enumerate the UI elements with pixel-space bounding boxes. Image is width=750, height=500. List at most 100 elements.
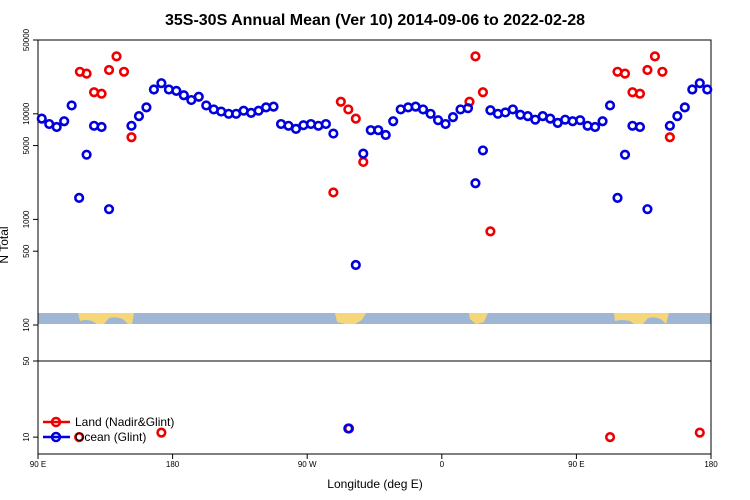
y-axis-lower: 10 50 — [22, 356, 38, 442]
x-axis-label: Longitude (deg E) — [327, 477, 422, 491]
land-point — [96, 88, 107, 99]
ocean-point — [36, 113, 47, 124]
land-point — [664, 132, 675, 143]
land-shape — [614, 313, 669, 324]
ocean-point — [126, 120, 137, 131]
land-ocean-band — [38, 313, 711, 324]
ocean-point — [268, 101, 279, 112]
ocean-point — [687, 84, 698, 95]
ocean-point — [507, 104, 518, 115]
land-shape — [78, 313, 134, 324]
x-tick-label: 90 E — [568, 460, 584, 469]
ocean-point — [290, 123, 302, 134]
ocean-point — [81, 149, 92, 160]
land-point — [103, 64, 115, 76]
land-point — [470, 51, 481, 62]
ocean-point — [619, 149, 631, 160]
land-point — [328, 187, 339, 198]
plot-frame — [37, 39, 712, 455]
ocean-point — [380, 129, 391, 141]
ocean-point — [664, 120, 675, 131]
ocean-point — [702, 84, 713, 95]
x-tick-label: 90 W — [298, 460, 317, 469]
land-point — [343, 104, 354, 115]
ocean-point — [156, 78, 167, 89]
ocean-point — [373, 125, 384, 136]
ocean-point — [597, 116, 608, 127]
land-point — [358, 156, 369, 168]
ocean-point — [350, 259, 361, 271]
y-tick-label: 50000 — [22, 28, 31, 51]
ocean-point — [103, 204, 115, 215]
land-shape — [335, 313, 366, 324]
ocean-point — [470, 178, 481, 189]
ocean-point — [178, 90, 189, 101]
ocean-point — [96, 121, 107, 133]
land-point — [335, 96, 346, 107]
land-point — [642, 64, 653, 76]
x-tick-label: 180 — [166, 460, 180, 469]
land-point — [118, 66, 130, 77]
land-point — [604, 432, 616, 443]
ocean-point — [328, 128, 339, 139]
y-tick-label: 10000 — [22, 102, 31, 125]
ocean-point — [320, 118, 331, 130]
legend-ocean-label: Ocean (Glint) — [75, 430, 146, 444]
chart-title: 35S-30S Annual Mean (Ver 10) 2014-09-06 … — [165, 12, 585, 29]
y-tick-label: 10 — [22, 432, 31, 441]
y-tick-label: 100 — [22, 318, 31, 332]
ocean-point — [545, 113, 556, 124]
x-tick-label: 0 — [440, 460, 445, 469]
land-point — [81, 68, 92, 79]
ocean-point — [477, 145, 489, 156]
land-point — [485, 226, 496, 237]
y-tick-label: 1000 — [22, 210, 31, 228]
ocean-point — [575, 115, 586, 126]
land-point — [634, 88, 646, 99]
y-tick-label: 500 — [22, 244, 31, 258]
legend-land-marker — [50, 416, 62, 428]
land-point — [126, 132, 137, 143]
land-point — [657, 66, 668, 77]
land-point — [111, 51, 122, 62]
x-tick-label: 90 E — [30, 460, 46, 469]
ocean-point — [612, 192, 623, 203]
ocean-point — [425, 108, 436, 119]
legend: Land (Nadir&Glint) Ocean (Glint) — [43, 415, 174, 444]
ocean-point — [432, 115, 444, 126]
ocean-point — [74, 192, 85, 203]
land-point — [156, 427, 167, 438]
ocean-point — [634, 121, 646, 133]
ocean-point — [694, 78, 705, 89]
ocean-point — [447, 112, 459, 123]
land-shape — [469, 313, 488, 324]
ocean-point — [59, 116, 70, 127]
ocean-point — [201, 100, 212, 111]
land-point — [649, 51, 661, 62]
ocean-point — [604, 100, 616, 111]
ocean-point — [462, 103, 474, 114]
ocean-point — [642, 204, 653, 215]
ocean-band — [38, 313, 711, 324]
ocean-point — [672, 111, 683, 122]
y-tick-label: 50 — [22, 356, 31, 365]
ocean-point — [51, 121, 62, 133]
ocean-point — [343, 423, 354, 434]
ocean-point — [171, 85, 182, 96]
land-point — [694, 427, 705, 438]
ocean-point — [148, 84, 160, 95]
y-axis-label: N Total — [0, 226, 11, 263]
axes — [37, 39, 712, 455]
y-axis-upper: 100 500 1000 5000 10000 50000 — [22, 28, 38, 332]
land-point — [74, 432, 85, 443]
x-axis: 90 E 180 90 W 0 90 E 180 — [30, 454, 718, 469]
ocean-point — [388, 116, 399, 127]
ocean-point — [133, 111, 145, 122]
ocean-point — [440, 118, 451, 130]
ocean-point — [358, 148, 369, 159]
ocean-point — [141, 102, 152, 113]
land-point — [477, 87, 489, 98]
y-tick-label: 5000 — [22, 136, 31, 154]
legend-ocean-marker — [50, 431, 62, 443]
